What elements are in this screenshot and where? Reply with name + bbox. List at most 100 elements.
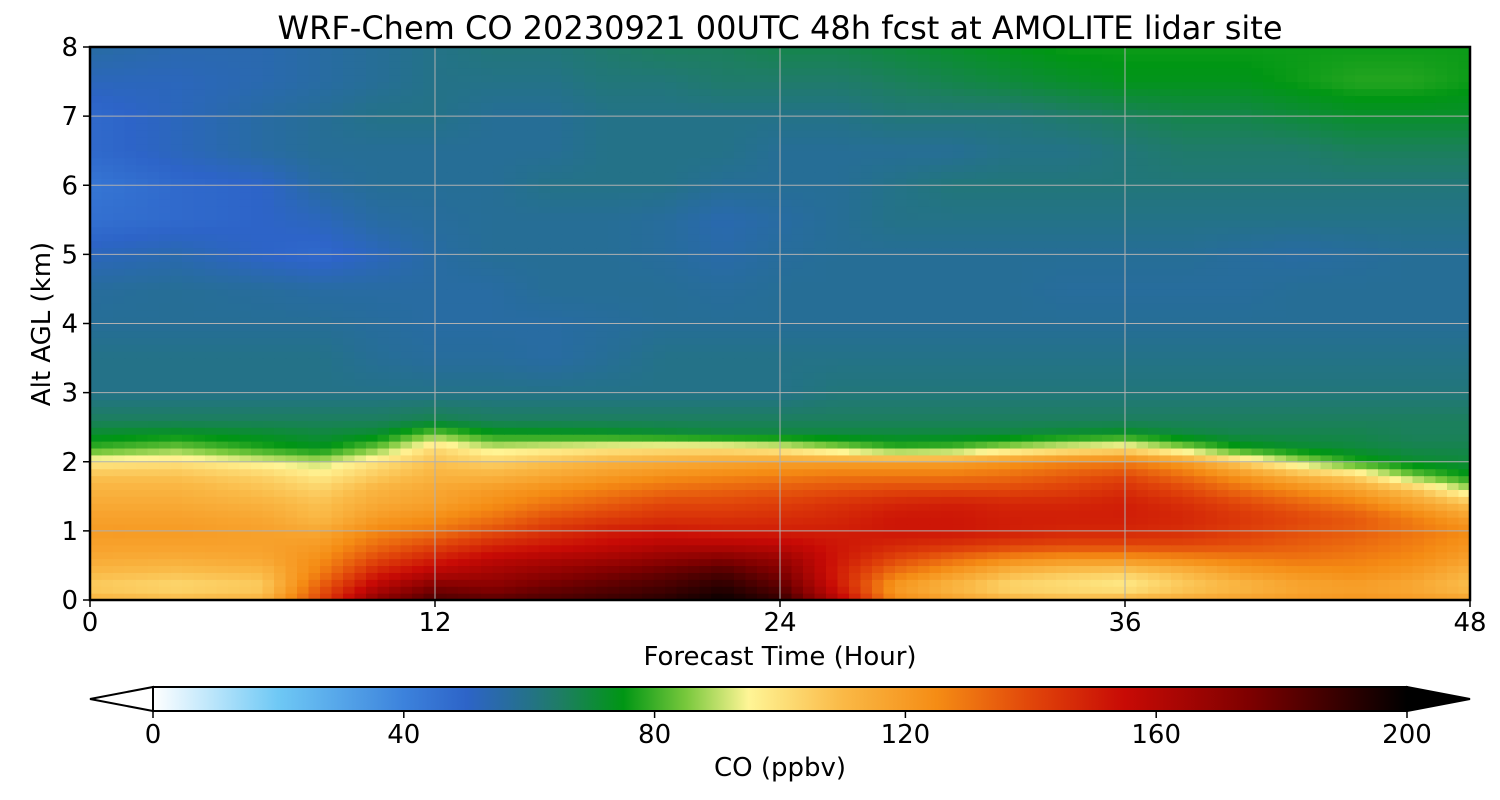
heatmap-cell — [1309, 385, 1322, 394]
heatmap-cell — [1205, 510, 1218, 518]
heatmap-cell — [1228, 420, 1241, 428]
heatmap-cell — [1263, 523, 1276, 532]
heatmap-cell — [929, 461, 942, 470]
heatmap-cell — [297, 420, 310, 428]
heatmap-cell — [1205, 523, 1218, 532]
heatmap-cell — [147, 378, 160, 387]
heatmap-cell — [124, 447, 137, 456]
heatmap-cell — [872, 496, 885, 504]
heatmap-cell — [343, 434, 356, 442]
heatmap-cell — [895, 517, 908, 525]
heatmap-cell — [469, 496, 482, 504]
heatmap-cell — [906, 523, 919, 532]
heatmap-cell — [1378, 427, 1391, 435]
heatmap-cell — [642, 447, 655, 456]
heatmap-cell — [481, 371, 494, 380]
heatmap-cell — [1366, 530, 1379, 539]
heatmap-cell — [814, 530, 827, 539]
heatmap-cell — [837, 323, 850, 332]
heatmap-cell — [1286, 371, 1299, 380]
heatmap-cell — [1182, 593, 1195, 600]
heatmap-cell — [1090, 503, 1103, 511]
heatmap-cell — [964, 434, 977, 442]
heatmap-cell — [90, 454, 103, 463]
heatmap-cell — [734, 558, 747, 567]
heatmap-cell — [1125, 413, 1138, 421]
heatmap-cell — [964, 316, 977, 325]
heatmap-cell — [1079, 482, 1092, 490]
heatmap-cell — [849, 323, 862, 332]
heatmap-cell — [1159, 330, 1172, 338]
heatmap-cell — [343, 586, 356, 594]
heatmap-cell — [699, 475, 712, 484]
heatmap-cell — [883, 468, 896, 477]
heatmap-cell — [561, 371, 574, 380]
heatmap-cell — [193, 558, 206, 567]
heatmap-cell — [492, 385, 505, 394]
heatmap-cell — [1412, 593, 1425, 600]
heatmap-cell — [354, 447, 367, 456]
heatmap-cell — [1424, 544, 1437, 553]
heatmap-cell — [1010, 586, 1023, 594]
heatmap-cell — [826, 441, 839, 449]
heatmap-cell — [849, 496, 862, 504]
heatmap-cell — [1067, 579, 1080, 587]
heatmap-cell — [1033, 537, 1046, 546]
heatmap-cell — [791, 517, 804, 525]
heatmap-cell — [1251, 454, 1264, 463]
heatmap-cell — [1240, 420, 1253, 428]
heatmap-cell — [1458, 482, 1470, 490]
heatmap-cell — [228, 385, 241, 394]
heatmap-cell — [849, 593, 862, 600]
heatmap-cell — [366, 461, 379, 470]
heatmap-cell — [1182, 420, 1195, 428]
heatmap-cell — [826, 447, 839, 456]
heatmap-cell — [124, 371, 137, 380]
heatmap-cell — [906, 406, 919, 414]
heatmap-cell — [481, 378, 494, 387]
heatmap-cell — [1217, 551, 1230, 560]
heatmap-cell — [147, 371, 160, 380]
heatmap-cell — [193, 489, 206, 497]
heatmap-cell — [285, 434, 298, 442]
heatmap-cell — [1182, 565, 1195, 573]
heatmap-cell — [481, 489, 494, 497]
heatmap-cell — [906, 392, 919, 401]
heatmap-cell — [814, 565, 827, 573]
heatmap-cell — [538, 309, 551, 318]
heatmap-cell — [642, 420, 655, 428]
heatmap-cell — [366, 420, 379, 428]
heatmap-cell — [366, 572, 379, 580]
heatmap-cell — [1148, 517, 1161, 525]
heatmap-cell — [1332, 427, 1345, 435]
heatmap-cell — [1148, 441, 1161, 449]
heatmap-cell — [596, 586, 609, 594]
heatmap-cell — [1286, 503, 1299, 511]
heatmap-cell — [860, 510, 873, 518]
heatmap-cell — [285, 558, 298, 567]
heatmap-cell — [630, 454, 643, 463]
heatmap-cell — [458, 351, 471, 359]
heatmap-cell — [1205, 406, 1218, 414]
heatmap-cell — [182, 586, 195, 594]
heatmap-cell — [711, 468, 724, 477]
heatmap-cell — [1320, 544, 1333, 553]
heatmap-cell — [676, 454, 689, 463]
heatmap-cell — [1113, 572, 1126, 580]
heatmap-cell — [1355, 537, 1368, 546]
heatmap-cell — [1320, 496, 1333, 504]
heatmap-cell — [308, 565, 321, 573]
heatmap-cell — [975, 447, 988, 456]
heatmap-cell — [274, 309, 287, 318]
heatmap-cell — [860, 475, 873, 484]
heatmap-cell — [1343, 316, 1356, 325]
heatmap-cell — [90, 468, 103, 477]
heatmap-cell — [860, 565, 873, 573]
heatmap-cell — [366, 399, 379, 408]
heatmap-cell — [481, 503, 494, 511]
heatmap-cell — [619, 482, 632, 490]
heatmap-cell — [400, 489, 413, 497]
heatmap-cell — [1125, 537, 1138, 546]
heatmap-cell — [400, 503, 413, 511]
heatmap-cell — [1343, 475, 1356, 484]
